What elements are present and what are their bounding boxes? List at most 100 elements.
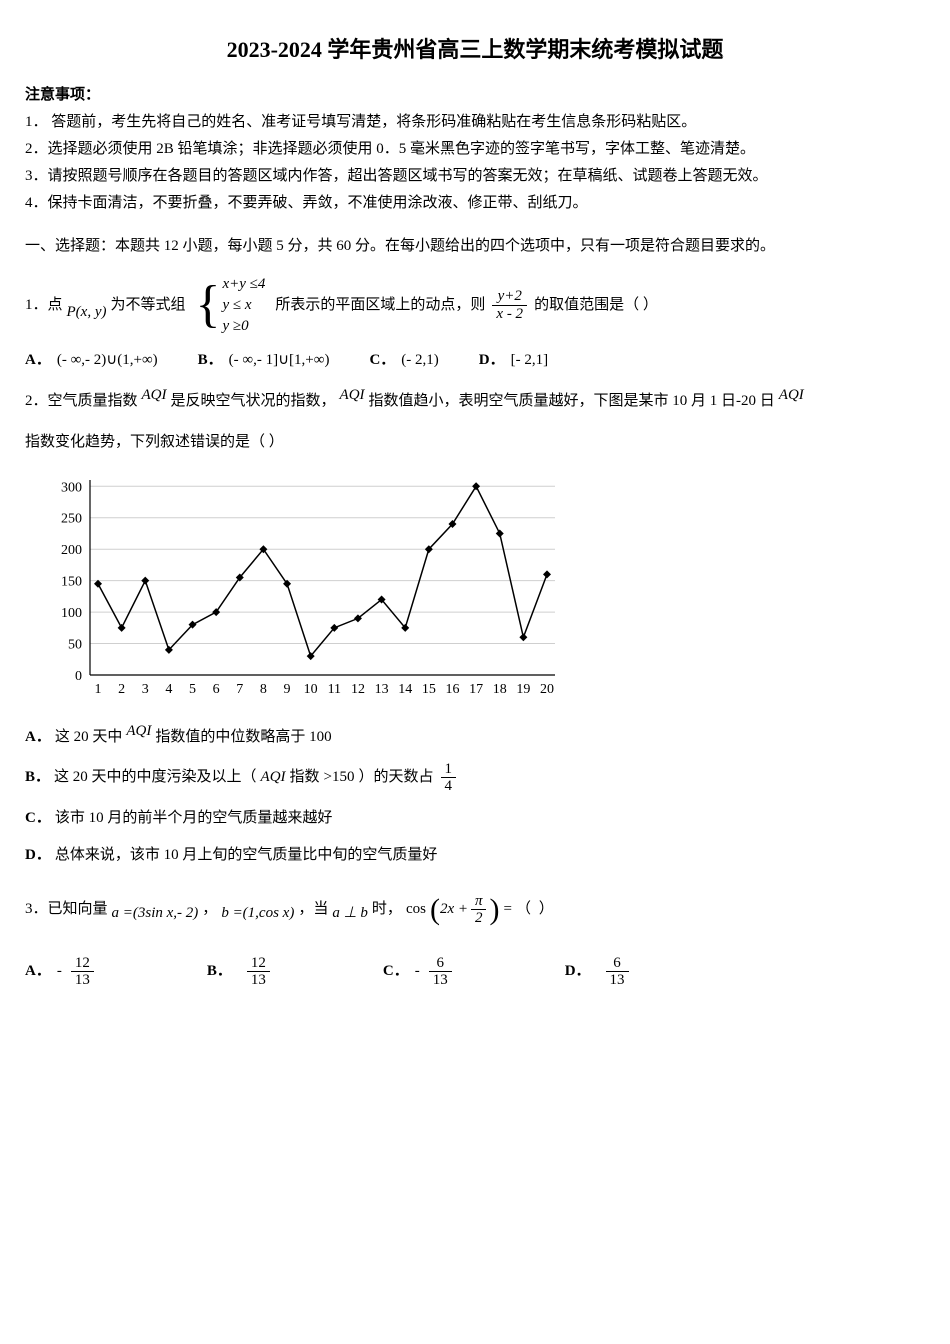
notice-item: 2．选择题必须使用 2B 铅笔填涂；非选择题必须使用 0．5 毫米黑色字迹的签字… — [25, 136, 925, 163]
q3-a-def: a =(3sin x,- 2) — [112, 900, 199, 927]
choice-label: D． — [479, 347, 505, 374]
svg-text:5: 5 — [189, 682, 196, 697]
q2-mid1: 是反映空气状况的指数， — [171, 388, 336, 415]
opt-text: 该市 10 月的前半个月的空气质量越来越好 — [55, 805, 333, 832]
aqi-symbol: AQI — [261, 764, 286, 791]
choice-label: C． — [25, 805, 51, 832]
svg-text:2: 2 — [118, 682, 125, 697]
q3-mid1: ，当 — [298, 896, 328, 923]
q1-mid3: 的取值范围是（ ） — [534, 292, 658, 319]
q3-choice-a: A． - 12 13 — [25, 955, 97, 989]
aqi-symbol: AQI — [779, 382, 804, 409]
q3-eq: = — [503, 896, 511, 923]
svg-text:12: 12 — [351, 682, 365, 697]
q3-choices: A． - 12 13 B． 12 13 C． - 6 13 D． — [25, 955, 925, 989]
q1-brace-line: y ≤ x — [222, 295, 265, 316]
frac-den: 13 — [71, 971, 94, 989]
aqi-symbol: AQI — [142, 382, 167, 409]
sep: ， — [202, 896, 217, 923]
q2-mid2: 指数值趋小，表明空气质量越好，下图是某市 10 月 1 日-20 日 — [369, 388, 775, 415]
choice-fraction: 6 13 — [606, 955, 629, 989]
svg-text:16: 16 — [445, 682, 459, 697]
svg-text:9: 9 — [284, 682, 291, 697]
q3-choice-b: B． 12 13 — [207, 955, 273, 989]
q3-choice-d: D． 6 13 — [565, 955, 632, 989]
page-title: 2023-2024 学年贵州省高三上数学期末统考模拟试题 — [25, 30, 925, 70]
svg-text:17: 17 — [469, 682, 483, 697]
q1-fraction: y+2 x - 2 — [492, 288, 527, 322]
choice-label: C． — [383, 958, 409, 985]
choice-label: D． — [25, 842, 51, 869]
q1-brace: { x+y ≤4 y ≤ x y ≥0 — [196, 274, 266, 337]
svg-text:6: 6 — [213, 682, 220, 697]
q1-pxy: P(x, y) — [67, 304, 107, 321]
q1-frac-num: y+2 — [494, 288, 526, 305]
q3-mid2: 时， — [372, 896, 402, 923]
q2-opt-a: A． 这 20 天中 AQI 指数值的中位数略高于 100 — [25, 724, 925, 751]
choice-fraction: 12 13 — [71, 955, 94, 989]
choice-label: B． — [207, 958, 232, 985]
svg-text:10: 10 — [304, 682, 318, 697]
q3-cos-inner: 2x + — [440, 896, 468, 923]
q2-optb-fraction: 1 4 — [441, 761, 457, 795]
q2-options: A． 这 20 天中 AQI 指数值的中位数略高于 100 B． 这 20 天中… — [25, 724, 925, 869]
neg-sign: - — [415, 958, 420, 985]
opt-text: 这 20 天中 — [55, 724, 123, 751]
choice-fraction: 6 13 — [429, 955, 452, 989]
q2-opt-b: B． 这 20 天中的中度污染及以上（ AQI 指数 >150 ）的天数占 1 … — [25, 761, 925, 795]
choice-text: [- 2,1] — [511, 347, 549, 374]
frac-num: 1 — [441, 761, 457, 778]
q1-choice-d: D． [- 2,1] — [479, 347, 548, 374]
svg-text:14: 14 — [398, 682, 412, 697]
q2-pre: 2．空气质量指数 — [25, 388, 138, 415]
paren-left: ( — [430, 883, 440, 937]
q3-choice-c: C． - 6 13 — [383, 955, 455, 989]
choice-label: B． — [198, 347, 223, 374]
frac-den: 13 — [429, 971, 452, 989]
notice-item: 4．保持卡面清洁，不要折叠，不要弄破、弄敛，不准使用涂改液、修正带、刮纸刀。 — [25, 190, 925, 217]
svg-text:13: 13 — [375, 682, 389, 697]
q3-cos: cos — [406, 896, 426, 923]
q3-perp: a ⊥ b — [332, 900, 368, 927]
q2-mid3: 指数变化趋势，下列叙述错误的是（ ） — [25, 429, 925, 456]
q3-blank: （ ） — [516, 896, 556, 923]
frac-den: 13 — [606, 971, 629, 989]
choice-label: D． — [565, 958, 591, 985]
notice-item: 1． 答题前，考生先将自己的姓名、准考证号填写清楚，将条形码准确粘贴在考生信息条… — [25, 109, 925, 136]
svg-text:7: 7 — [236, 682, 243, 697]
svg-text:200: 200 — [61, 543, 82, 558]
frac-num: π — [471, 893, 487, 910]
opt-text: 这 20 天中的中度污染及以上（ — [54, 764, 257, 791]
choice-text: (- ∞,- 2)∪(1,+∞) — [57, 347, 158, 374]
frac-num: 12 — [71, 955, 94, 972]
aqi-chart-svg: 0501001502002503001234567891011121314151… — [45, 470, 565, 700]
frac-num: 6 — [432, 955, 448, 972]
opt-text: >150 — [324, 764, 355, 791]
choice-label: A． — [25, 724, 51, 751]
svg-text:20: 20 — [540, 682, 554, 697]
q1-mid1: 为不等式组 — [110, 292, 185, 319]
q3-cos-arg: ( 2x + π 2 ) — [430, 883, 500, 937]
paren-right: ) — [489, 883, 499, 937]
opt-text: 总体来说，该市 10 月上旬的空气质量比中旬的空气质量好 — [55, 842, 438, 869]
notice-item: 3．请按照题号顺序在各题目的答题区域内作答，超出答题区域书写的答案无效；在草稿纸… — [25, 163, 925, 190]
q3-pi-over-2: π 2 — [471, 893, 487, 927]
frac-num: 6 — [609, 955, 625, 972]
choice-label: B． — [25, 764, 50, 791]
q2-opt-c: C． 该市 10 月的前半个月的空气质量越来越好 — [25, 805, 925, 832]
frac-den: 2 — [471, 909, 487, 927]
q2-opt-d: D． 总体来说，该市 10 月上旬的空气质量比中旬的空气质量好 — [25, 842, 925, 869]
opt-text: 指数 — [290, 764, 320, 791]
svg-text:0: 0 — [75, 669, 82, 684]
svg-text:1: 1 — [95, 682, 102, 697]
q1-brace-line: x+y ≤4 — [222, 274, 265, 295]
question-3: 3．已知向量 a =(3sin x,- 2) ， b =(1,cos x) ，当… — [25, 883, 925, 989]
svg-text:4: 4 — [165, 682, 172, 697]
q1-frac-den: x - 2 — [492, 305, 527, 323]
q1-stem-start: 1．点 — [25, 292, 63, 319]
choice-text: (- 2,1) — [401, 347, 439, 374]
aqi-symbol: AQI — [126, 718, 151, 745]
frac-num: 12 — [247, 955, 270, 972]
choice-fraction: 12 13 — [247, 955, 270, 989]
notice-block: 注意事项： 1． 答题前，考生先将自己的姓名、准考证号填写清楚，将条形码准确粘贴… — [25, 82, 925, 217]
